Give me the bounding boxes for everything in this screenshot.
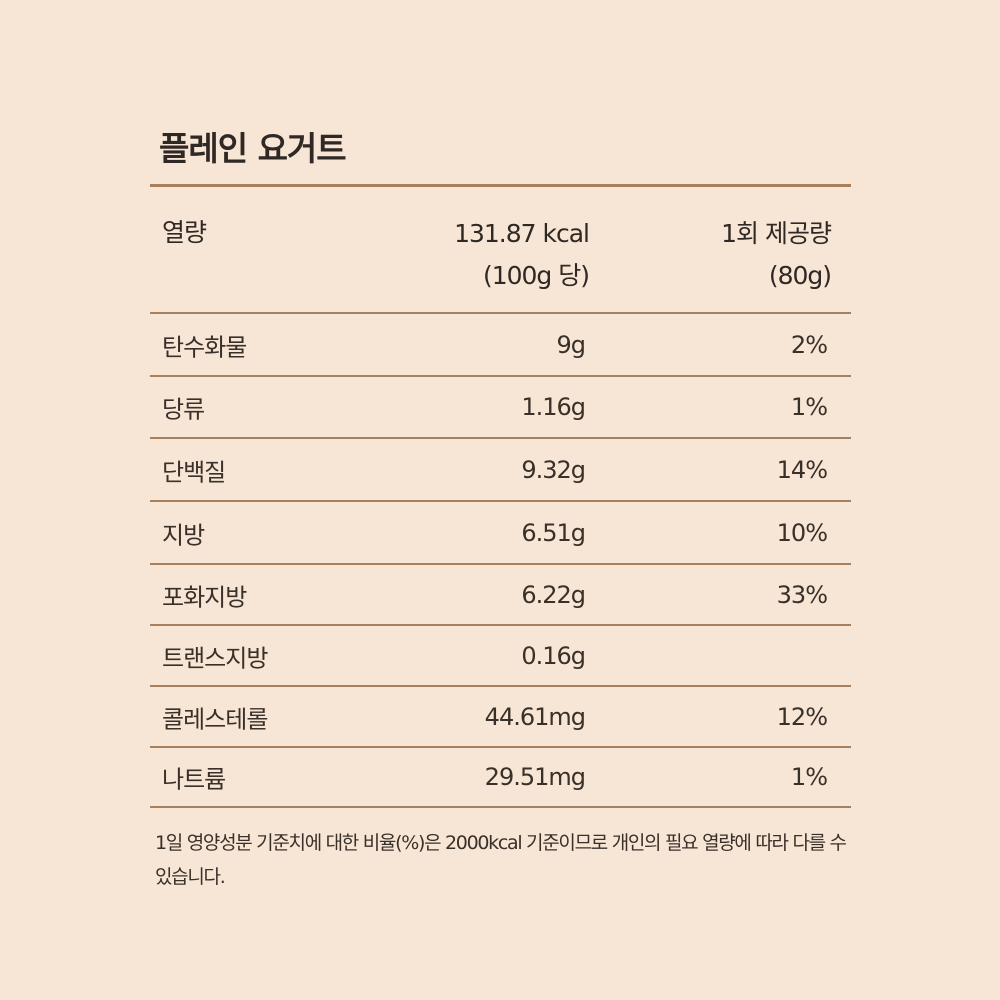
nutrient-percent: 1% [790, 393, 828, 421]
nutrition-panel: 플레인 요거트 열량 131.87 kcal (100g 당) 1회 제공량 (… [150, 0, 851, 1000]
table-row: 지방 6.51g 10% [150, 502, 851, 565]
table-row: 콜레스테롤 44.61mg 12% [150, 687, 851, 748]
nutrient-percent: 2% [790, 330, 828, 359]
nutrient-percent: 33% [776, 580, 828, 609]
nutrient-name: 트랜스지방 [162, 644, 268, 672]
table-row: 트랜스지방 0.16g [150, 626, 851, 687]
nutrient-amount: 1.16g [521, 393, 586, 421]
nutrient-percent: 14% [776, 455, 828, 484]
calorie-label: 열량 [162, 218, 207, 247]
nutrient-name: 콜레스테롤 [162, 705, 268, 733]
nutrient-percent: 12% [776, 702, 828, 731]
calorie-per-100g: 131.87 kcal (100g 당) [454, 213, 590, 297]
footnote: 1일 영양성분 기준치에 대한 비율(%)은 2000kcal 기준이므로 개인… [155, 832, 847, 888]
nutrient-percent: 1% [790, 763, 828, 791]
nutrient-amount: 6.22g [521, 580, 586, 609]
nutrient-name: 나트륨 [162, 765, 226, 794]
serving-amount: (80g) [768, 261, 832, 290]
nutrient-name: 포화지방 [162, 583, 247, 611]
top-divider [150, 184, 851, 187]
calorie-basis: (100g 당) [482, 261, 590, 290]
product-title: 플레인 요거트 [159, 129, 347, 168]
nutrient-rows: 탄수화물 9g 2% 당류 1.16g 1% 단백질 9.32g 14% 지방 … [150, 314, 851, 808]
nutrient-name: 탄수화물 [162, 333, 247, 361]
nutrient-amount: 0.16g [521, 641, 586, 670]
nutrient-amount: 9.32g [521, 455, 586, 484]
table-row: 당류 1.16g 1% [150, 377, 851, 439]
table-row: 포화지방 6.22g 33% [150, 565, 851, 626]
table-row: 나트륨 29.51mg 1% [150, 748, 851, 808]
table-row: 탄수화물 9g 2% [150, 314, 851, 377]
nutrient-amount: 6.51g [521, 518, 586, 547]
serving-label: 1회 제공량 [721, 219, 832, 248]
nutrient-name: 지방 [162, 521, 205, 549]
nutrient-amount: 29.51mg [484, 763, 586, 791]
nutrient-name: 당류 [162, 395, 205, 424]
nutrient-amount: 44.61mg [484, 702, 586, 731]
nutrient-name: 단백질 [162, 458, 226, 486]
nutrient-percent: 10% [776, 518, 828, 547]
nutrient-amount: 9g [556, 330, 585, 359]
calorie-value: 131.87 kcal [454, 219, 590, 248]
table-row: 단백질 9.32g 14% [150, 439, 851, 502]
serving-size: 1회 제공량 (80g) [721, 213, 832, 297]
table-header: 열량 131.87 kcal (100g 당) 1회 제공량 (80g) [150, 187, 851, 314]
